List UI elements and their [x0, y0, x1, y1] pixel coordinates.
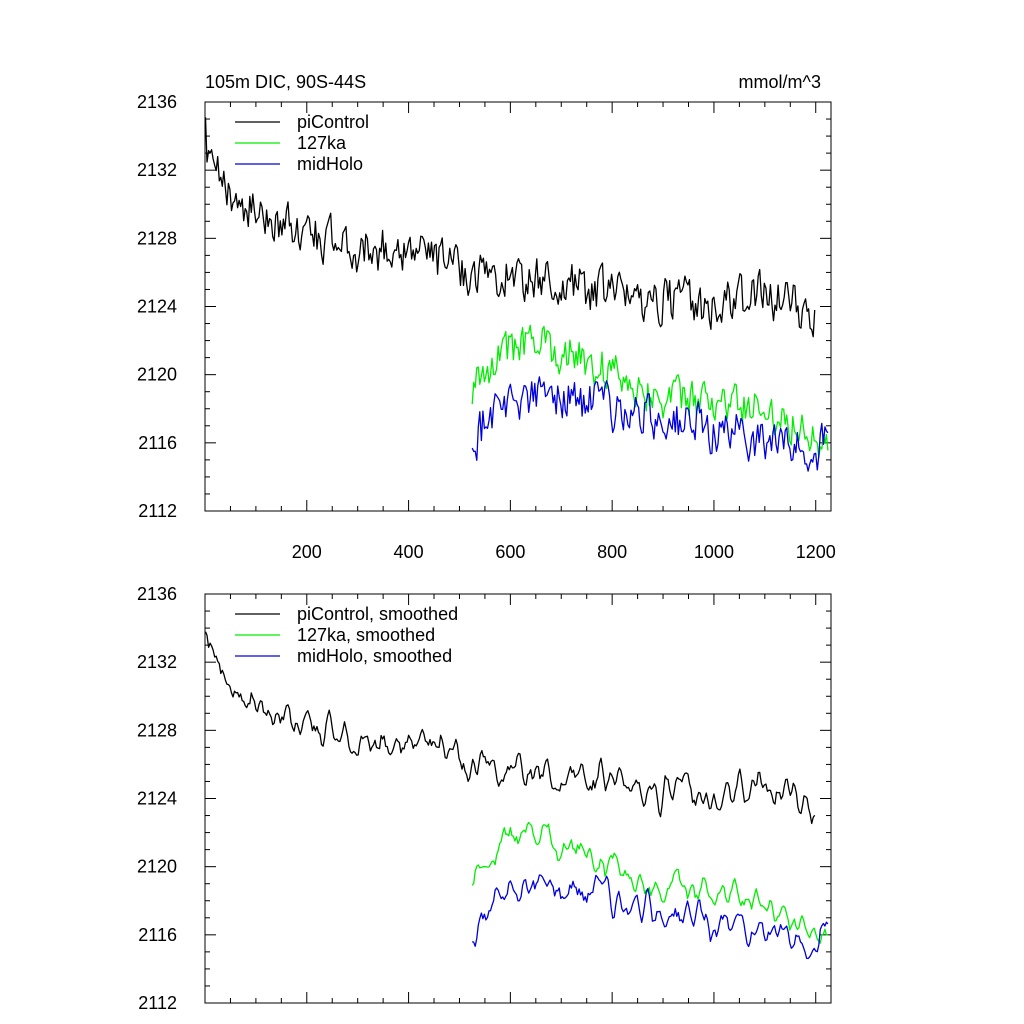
legend-label-c127ka: 127ka, smoothed — [297, 625, 435, 645]
y-tick-label: 2136 — [137, 584, 177, 604]
panel-smoothed: 2112 2116 2120 2124 2128 2132 2136 piControl, s… — [137, 584, 832, 1013]
series-line-c127ka — [471, 821, 828, 944]
y-tick-label: 2116 — [138, 433, 177, 453]
series-line-piControl — [204, 117, 816, 338]
x-tick-label: 400 — [394, 542, 424, 562]
legend-label-c127ka: 127ka — [297, 133, 347, 153]
series-line-piControl — [204, 631, 816, 825]
legend-label-piControl: piControl — [297, 112, 369, 132]
y-tick-label: 2116 — [138, 925, 177, 945]
y-tick-label: 2132 — [137, 160, 177, 180]
panel-raw: 105m DIC, 90S-44S mmol/m^3 2112 2116 2120 212… — [137, 72, 836, 562]
series-line-midHolo — [471, 376, 829, 472]
y-tick-label: 2124 — [137, 789, 177, 809]
y-tick-label: 2112 — [138, 501, 177, 521]
series-line-midHolo — [471, 874, 829, 960]
y-tick-label: 2128 — [137, 720, 177, 740]
x-tick-label: 800 — [597, 542, 627, 562]
y-tick-label: 2124 — [137, 297, 177, 317]
chart-title: 105m DIC, 90S-44S — [205, 72, 366, 92]
y-tick-label: 2128 — [137, 228, 177, 248]
units-label: mmol/m^3 — [739, 72, 821, 92]
y-tick-label: 2132 — [137, 652, 177, 672]
legend-label-midHolo: midHolo — [297, 154, 363, 174]
x-tick-label: 1000 — [694, 542, 734, 562]
legend-label-piControl: piControl, smoothed — [297, 604, 458, 624]
x-tick-label: 1200 — [796, 542, 836, 562]
series-line-c127ka — [471, 324, 829, 459]
x-tick-label: 600 — [495, 542, 525, 562]
y-tick-label: 2120 — [137, 857, 177, 877]
y-tick-label: 2112 — [138, 993, 177, 1013]
x-tick-label: 200 — [292, 542, 322, 562]
y-tick-label: 2136 — [137, 92, 177, 112]
legend-label-midHolo: midHolo, smoothed — [297, 646, 452, 666]
y-tick-label: 2120 — [137, 365, 177, 385]
